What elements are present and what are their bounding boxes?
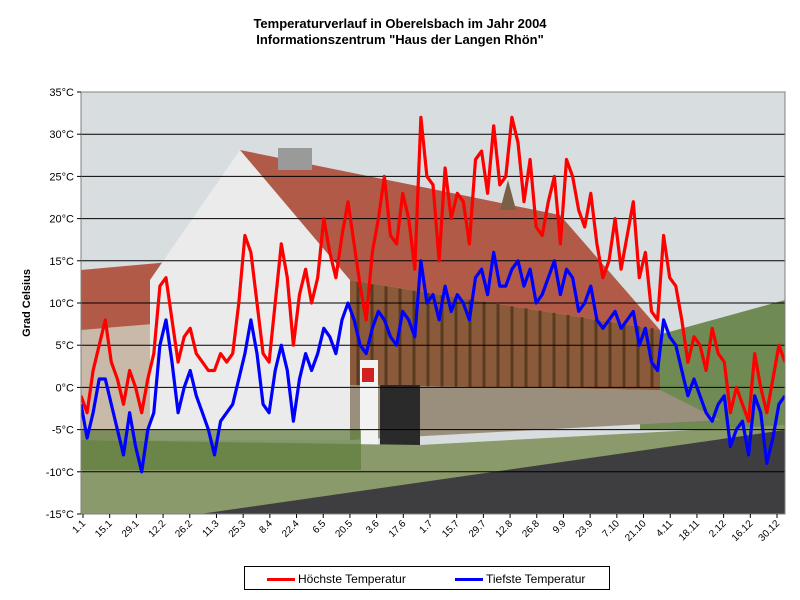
series-line-high: [81, 115, 785, 423]
x-tick-label: 7.10: [600, 518, 622, 540]
y-tick-label: -5°C: [52, 425, 74, 437]
x-tick-label: 30.12: [757, 518, 783, 544]
legend-item-high: Höchste Temperatur: [267, 571, 406, 587]
y-tick-label: -10°C: [46, 467, 74, 479]
y-tick-label: 35°C: [49, 87, 74, 99]
x-tick-label: 8.4: [257, 518, 275, 536]
y-tick-label: 15°C: [49, 256, 74, 268]
x-tick-label: 17.6: [387, 518, 409, 540]
y-tick-label: 0°C: [56, 382, 75, 394]
x-tick-label: 20.5: [333, 518, 355, 540]
x-tick-label: 21.10: [623, 518, 649, 544]
x-tick-label: 15.7: [440, 518, 462, 540]
building-gable: [150, 150, 350, 440]
y-tick-label: 30°C: [49, 129, 74, 141]
x-tick-label: 4.11: [654, 518, 675, 539]
x-tick-label: 29.7: [467, 518, 489, 540]
x-tick-label: 1.7: [418, 518, 436, 536]
background-photo: [81, 92, 785, 514]
x-tick-label: 18.11: [677, 518, 702, 543]
x-tick-label: 3.6: [364, 518, 382, 536]
info-sign-icon: [362, 368, 374, 382]
x-tick-label: 23.9: [574, 518, 596, 540]
x-tick-label: 26.2: [173, 518, 195, 540]
church-tower: [500, 180, 516, 210]
x-tick-label: 11.3: [201, 518, 222, 539]
chart-subtitle: Informationszentrum "Haus der Langen Rhö…: [256, 32, 544, 47]
y-tick-label: 10°C: [49, 298, 74, 310]
y-tick-label: 20°C: [49, 214, 74, 226]
x-tick-label: 16.12: [730, 518, 756, 544]
series-line-low: [81, 250, 785, 474]
legend-item-low: Tiefste Temperatur: [455, 571, 585, 587]
hill: [640, 300, 785, 430]
x-tick-label: 22.4: [280, 518, 302, 540]
chart-title: Temperaturverlauf in Oberelsbach im Jahr…: [253, 16, 547, 31]
x-tick-label: 12.2: [147, 518, 169, 540]
x-tick-label: 12.8: [494, 518, 516, 540]
stone-base: [350, 385, 720, 440]
y-axis-label: Grad Celsius: [21, 269, 33, 337]
y-tick-label: -15°C: [46, 509, 74, 521]
y-tick-label: 5°C: [56, 340, 75, 352]
x-tick-label: 25.3: [227, 518, 249, 540]
x-tick-label: 26.8: [520, 518, 542, 540]
x-tick-label: 9.9: [551, 518, 569, 536]
x-tick-label: 6.5: [311, 518, 329, 536]
y-tick-label: 25°C: [49, 171, 74, 183]
legend-line-low: [455, 577, 483, 581]
building-roof: [240, 150, 660, 330]
legend-line-high: [267, 577, 295, 581]
x-tick-label: 2.12: [707, 518, 729, 540]
data-series: [81, 115, 785, 474]
entrance: [380, 385, 420, 445]
legend-label-high: Höchste Temperatur: [298, 572, 406, 586]
x-tick-label: 29.1: [120, 518, 142, 540]
legend-label-low: Tiefste Temperatur: [486, 572, 586, 586]
x-tick-label: 15.1: [93, 518, 115, 540]
chimney: [278, 148, 312, 170]
legend: Höchste Temperatur Tiefste Temperatur: [244, 566, 610, 590]
